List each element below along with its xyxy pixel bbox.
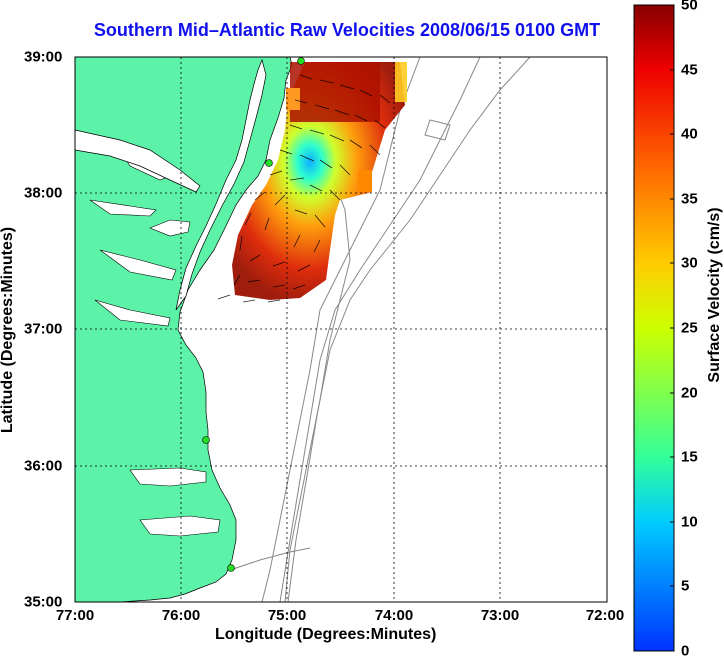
bathymetry-contours [229,57,531,602]
colorbar-label: Surface Velocity (cm/s) [706,207,723,383]
grid-lines [75,57,607,602]
station-markers [202,57,305,572]
colorbar-tick: 30 [681,254,698,272]
colorbar-tick: 40 [681,125,698,143]
y-tick: 38:00 [24,184,63,202]
y-tick: 37:00 [24,320,63,338]
colorbar-ticks [670,4,674,587]
x-tick: 77:00 [55,607,95,624]
land-mass [75,57,293,602]
x-tick: 74:00 [374,607,414,624]
x-axis-label: Longitude (Degrees:Minutes) [215,626,437,643]
colorbar-tick: 25 [681,319,698,337]
x-tick: 73:00 [480,607,520,624]
y-tick: 36:00 [24,457,63,475]
x-tick: 72:00 [585,607,625,624]
colorbar-tick: 10 [681,513,698,531]
y-tick: 35:00 [24,593,63,611]
y-tick: 39:00 [24,48,63,66]
colorbar-tick: 0 [681,642,690,660]
plot-frame [74,56,608,603]
colorbar-tick: 35 [681,190,698,208]
colorbar-tick: 15 [681,448,698,466]
map-title: Southern Mid–Atlantic Raw Velocities 200… [93,20,601,40]
x-tick: 75:00 [267,607,307,624]
colorbar-tick: 20 [681,384,698,402]
y-axis-label: Latitude (Degrees:Minutes) [0,226,16,434]
velocity-field [217,62,407,303]
colorbar-tick: 45 [681,61,698,79]
x-tick: 76:00 [161,607,201,624]
colorbar-tick: 5 [681,577,690,595]
colorbar [633,4,675,652]
colorbar-tick: 50 [681,0,698,14]
chesapeake-bay [175,58,267,311]
